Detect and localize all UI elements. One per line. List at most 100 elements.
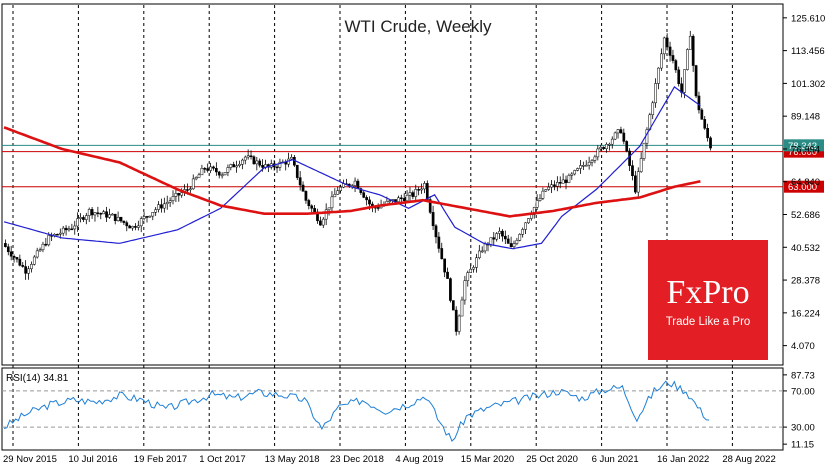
- x-tick-label: 29 Nov 2015: [3, 454, 57, 465]
- candle-body: [212, 166, 215, 169]
- rsi-y-tick-label: 87.73: [791, 370, 815, 381]
- candle-body: [706, 128, 709, 139]
- candle-body: [353, 180, 357, 186]
- y-tick-label: 89.148: [791, 112, 820, 123]
- candle-body: [639, 158, 643, 172]
- candle-body: [93, 212, 97, 216]
- candle-body: [148, 215, 152, 218]
- candle-body: [613, 132, 617, 140]
- y-tick-label: 28.378: [791, 276, 820, 287]
- candle-body: [506, 238, 510, 244]
- candle-body: [333, 194, 337, 198]
- candle-body: [223, 172, 227, 176]
- candle-body: [67, 228, 71, 231]
- candle-body: [521, 229, 525, 235]
- candle-body: [567, 175, 571, 183]
- candle-body: [194, 177, 198, 180]
- candle-body: [9, 251, 13, 257]
- candle-body: [301, 184, 305, 192]
- candle-body: [662, 37, 666, 55]
- rsi-y-tick-label: 11.15: [791, 440, 814, 451]
- candle-body: [134, 226, 137, 228]
- candle-body: [128, 225, 132, 229]
- candle-body: [200, 168, 204, 176]
- time-axis: 29 Nov 2015 10 Jul 2016 19 Feb 2017 1 Oct 2…: [3, 454, 776, 465]
- candle-body: [483, 243, 487, 252]
- candle-body: [105, 211, 108, 218]
- rsi-pane-frame: [1, 367, 784, 451]
- candle-body: [596, 148, 600, 158]
- candle-body: [657, 67, 660, 84]
- candle-body: [307, 200, 311, 207]
- candle-body: [425, 183, 429, 200]
- candle-body: [454, 309, 458, 332]
- candle-body: [651, 102, 655, 116]
- candle-body: [356, 180, 360, 189]
- candle-body: [628, 150, 631, 166]
- candle-body: [463, 280, 467, 301]
- candle-body: [524, 222, 527, 230]
- candle-body: [414, 189, 418, 197]
- price-axis: 4.070 16.224 28.378 40.532 52.686 64.840 76.99…: [783, 13, 825, 451]
- candle-body: [108, 214, 111, 218]
- slow-ma-line: [3, 126, 701, 218]
- candle-body: [177, 193, 181, 196]
- horizontal-levels: 76.000 63.000 78.342: [2, 139, 824, 193]
- candle-body: [480, 250, 484, 253]
- candle-body: [102, 211, 106, 215]
- candle-body: [449, 278, 452, 301]
- candle-body: [58, 232, 62, 235]
- candle-body: [579, 165, 582, 169]
- grid-lines: [12, 5, 733, 449]
- candle-body: [313, 208, 316, 213]
- candle-body: [553, 184, 556, 187]
- candle-body: [686, 49, 689, 70]
- candle-body: [573, 170, 577, 175]
- level-tag-label: 63.000: [788, 182, 817, 193]
- candle-body: [6, 246, 10, 253]
- candle-body: [15, 257, 19, 260]
- candle-body: [541, 190, 545, 199]
- candle-body: [489, 237, 493, 246]
- candle-body: [96, 212, 100, 214]
- candle-body: [131, 226, 134, 229]
- candle-body: [619, 129, 623, 134]
- candle-body: [417, 189, 420, 191]
- candle-body: [324, 209, 328, 220]
- candle-body: [368, 199, 371, 205]
- candle-body: [558, 182, 562, 184]
- candle-body: [56, 233, 59, 236]
- level-tag: [784, 180, 824, 193]
- candle-body: [437, 236, 441, 249]
- candle-body: [709, 137, 712, 149]
- candle-body: [700, 109, 704, 120]
- candle-body: [423, 183, 426, 190]
- candle-body: [168, 200, 172, 203]
- candle-body: [73, 225, 77, 230]
- candle-body: [610, 138, 614, 145]
- candle-body: [561, 179, 565, 184]
- candle-body: [576, 168, 579, 171]
- candle-body: [495, 233, 499, 240]
- candle-body: [365, 197, 368, 201]
- candle-body: [434, 225, 438, 238]
- candle-body: [304, 191, 308, 201]
- x-tick-label: 10 Jul 2016: [68, 454, 117, 465]
- candle-body: [226, 167, 230, 173]
- candle-body: [515, 240, 519, 244]
- candle-body: [84, 215, 88, 220]
- candle-body: [157, 204, 160, 210]
- candle-body: [411, 192, 415, 197]
- candle-body: [362, 192, 366, 198]
- candle-body: [27, 268, 30, 274]
- moving-averages: [3, 86, 701, 250]
- candle-body: [47, 235, 51, 246]
- candle-body: [590, 160, 594, 163]
- candle-body: [408, 192, 412, 196]
- candle-body: [113, 213, 117, 221]
- chart-title: WTI Crude, Weekly: [344, 17, 492, 36]
- candle-body: [110, 213, 114, 216]
- candle-body: [420, 188, 423, 191]
- candle-body: [116, 216, 120, 221]
- candle-body: [206, 168, 210, 171]
